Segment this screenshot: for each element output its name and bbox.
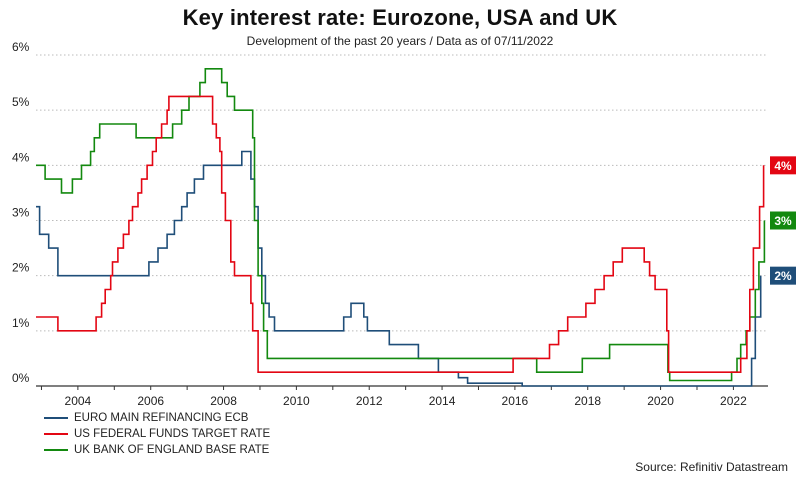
chart-title: Key interest rate: Eurozone, USA and UK <box>182 5 618 30</box>
fed-end-label-box <box>770 156 796 175</box>
legend-label-fed: US FEDERAL FUNDS TARGET RATE <box>74 428 271 440</box>
y-tick-label: 4% <box>12 150 30 164</box>
legend-item-ecb: EURO MAIN REFINANCING ECB <box>44 410 270 426</box>
chart-subtitle: Development of the past 20 years / Data … <box>246 34 554 48</box>
y-tick-label: 1% <box>12 316 30 330</box>
legend-item-fed: US FEDERAL FUNDS TARGET RATE <box>44 426 270 442</box>
y-tick-label: 3% <box>12 206 30 220</box>
legend-swatch-boe <box>44 449 68 451</box>
source-note: Source: Refinitiv Datastream <box>635 460 788 474</box>
ecb-end-label-box <box>770 266 796 285</box>
ecb-end-label: 2% <box>770 266 796 285</box>
ecb-series-line <box>36 150 762 387</box>
y-tick-label: 0% <box>12 371 30 385</box>
x-tick-label: 2022 <box>720 394 747 408</box>
x-tick-label: 2016 <box>502 394 529 408</box>
legend-swatch-fed <box>44 433 68 435</box>
boe-end-label: 3% <box>770 211 796 230</box>
fed-series-line <box>36 95 765 373</box>
x-tick-label: 2006 <box>137 394 164 408</box>
fed-end-label-text: 4% <box>774 159 792 173</box>
legend-label-ecb: EURO MAIN REFINANCING ECB <box>74 412 249 424</box>
x-tick-label: 2018 <box>574 394 601 408</box>
x-tick-label: 2010 <box>283 394 310 408</box>
end-labels: 2% 3% 4% <box>770 156 796 285</box>
boe-series-line <box>36 68 766 382</box>
x-tick-label: 2008 <box>210 394 237 408</box>
legend-item-boe: UK BANK OF ENGLAND BASE RATE <box>44 442 270 458</box>
ecb-end-label-text: 2% <box>774 269 792 283</box>
series-lines <box>36 68 766 387</box>
boe-end-label-text: 3% <box>774 214 792 228</box>
legend: EURO MAIN REFINANCING ECB US FEDERAL FUN… <box>44 410 270 458</box>
x-tick-label: 2004 <box>65 394 92 408</box>
x-tick-label: 2014 <box>429 394 456 408</box>
x-tick-label: 2012 <box>356 394 383 408</box>
fed-end-label: 4% <box>770 156 796 175</box>
y-tick-label: 2% <box>12 261 30 275</box>
x-tick-label: 2020 <box>647 394 674 408</box>
legend-swatch-ecb <box>44 417 68 419</box>
legend-label-boe: UK BANK OF ENGLAND BASE RATE <box>74 444 270 456</box>
x-axis: 2004 2006 2008 2010 2012 2014 2016 2018 2020 2022 <box>36 385 768 408</box>
boe-end-label-box <box>770 211 796 230</box>
y-tick-label: 6% <box>12 40 30 54</box>
y-axis-ticks: 0% 1% 2% 3% 4% 5% 6% <box>12 40 30 385</box>
y-tick-label: 5% <box>12 95 30 109</box>
